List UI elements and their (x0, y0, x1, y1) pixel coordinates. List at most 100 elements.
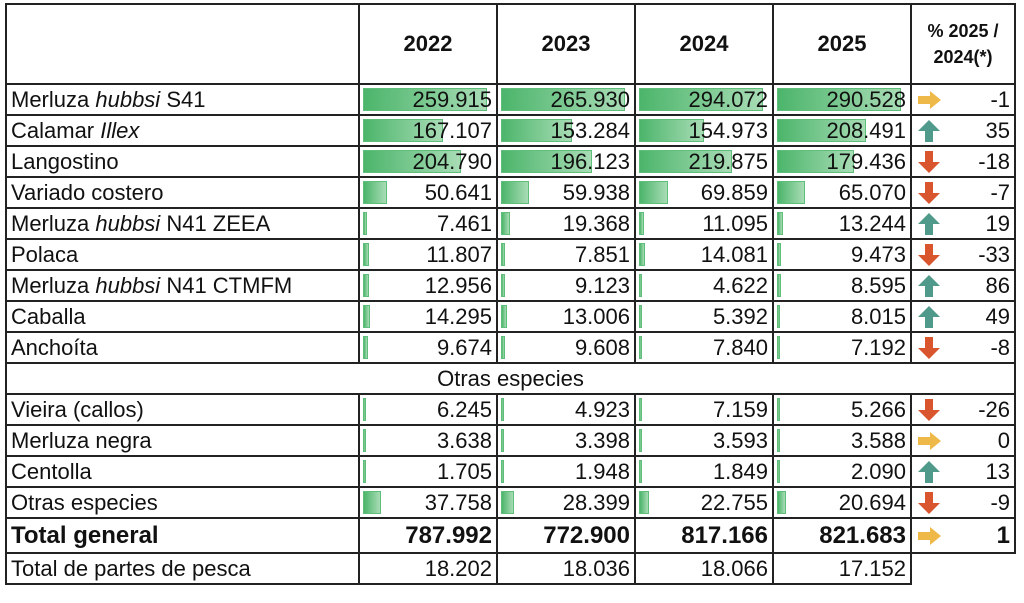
value-cell: 1.849 (634, 455, 774, 488)
data-bar (363, 491, 381, 514)
partes-value: 18.066 (634, 552, 774, 585)
value-cell: 50.641 (358, 176, 498, 209)
pct-wrap: 86 (916, 273, 1010, 299)
total-value: 772.900 (496, 517, 636, 554)
value-cell: 12.956 (358, 269, 498, 302)
data-bar (363, 398, 366, 421)
value-cell: 37.758 (358, 486, 498, 519)
value-cell: 9.123 (496, 269, 636, 302)
trend-icon (918, 150, 940, 173)
value-cell: 4.622 (634, 269, 774, 302)
data-bar (777, 460, 780, 483)
cell-value: 7.851 (574, 241, 630, 267)
value-cell: 14.081 (634, 238, 774, 271)
pct-header-line: 2024(*) (933, 47, 993, 67)
cell-value: 65.070 (838, 179, 906, 205)
data-bar (639, 491, 649, 514)
data-bar (777, 88, 901, 111)
value-cell: 259.915 (358, 83, 498, 116)
species-row: Polaca 11.807 7.851 14.081 9.473 -33 (5, 238, 1016, 271)
value-cell: 28.399 (496, 486, 636, 519)
pct-value: -18 (978, 148, 1010, 174)
value-cell: 9.473 (772, 238, 912, 271)
data-bar (501, 429, 504, 452)
value-cell: 6.245 (358, 393, 498, 426)
row-label: Merluza negra (5, 424, 360, 457)
label-part: Anchoíta (11, 334, 98, 360)
row-label: Centolla (5, 455, 360, 488)
cell-value: 153.284 (550, 117, 630, 143)
value-cell: 7.461 (358, 207, 498, 240)
data-bar (363, 243, 369, 266)
value-cell: 219.875 (634, 145, 774, 178)
cell-value: 208.491 (826, 117, 906, 143)
cell-value: 7.461 (436, 210, 492, 236)
value-cell: 5.392 (634, 300, 774, 333)
species-row: Calamar Illex 167.107 153.284 154.973 208.49… (5, 114, 1016, 147)
cell-value: 5.392 (712, 303, 768, 329)
label-part: Polaca (11, 241, 79, 267)
partes-value: 18.036 (496, 552, 636, 585)
species-row: Vieira (callos) 6.245 4.923 7.159 5.266 -26 (5, 393, 1016, 426)
data-bar (639, 88, 763, 111)
blank-cell (911, 553, 1015, 584)
trend-icon (918, 243, 940, 266)
cell-value: 22.755 (700, 489, 768, 515)
cell-value: 8.015 (850, 303, 906, 329)
species-row: Merluza hubbsi S41 259.915 265.930 294.072 2… (5, 83, 1016, 116)
data-bar (777, 491, 786, 514)
pct-wrap: 0 (916, 428, 1010, 454)
species-row: Centolla 1.705 1.948 1.849 2.090 13 (5, 455, 1016, 488)
data-bar (501, 181, 529, 204)
total-value: 787.992 (358, 517, 498, 554)
label-part: Variado costero (11, 179, 164, 205)
value-cell: 65.070 (772, 176, 912, 209)
data-bar (777, 119, 866, 142)
cell-value: 179.436 (826, 148, 906, 174)
cell-value: 19.368 (562, 210, 630, 236)
data-bar (501, 274, 506, 297)
partes-value: 18.202 (358, 552, 498, 585)
cell-value: 9.473 (850, 241, 906, 267)
cell-value: 196.123 (550, 148, 630, 174)
cell-value: 14.295 (424, 303, 492, 329)
pct-value: -26 (978, 396, 1010, 422)
trend-icon (918, 491, 940, 514)
value-cell: 7.159 (634, 393, 774, 426)
pct-cell: 35 (910, 114, 1016, 147)
value-cell: 3.638 (358, 424, 498, 457)
row-label: Variado costero (5, 176, 360, 209)
data-bar (363, 274, 370, 297)
trend-icon (918, 526, 941, 545)
partes-label: Total de partes de pesca (5, 552, 360, 585)
pct-wrap: 13 (916, 459, 1010, 485)
label-part: Otras especies (11, 489, 158, 515)
cell-value: 9.608 (574, 334, 630, 360)
table-wrap: 2022 2023 2024 2025 % 2025 / 2024(*) Merluza … (5, 3, 1016, 585)
pct-cell: 1 (910, 517, 1016, 554)
row-label: Anchoíta (5, 331, 360, 364)
species-row: Otras especies 37.758 28.399 22.755 20.694 -9 (5, 486, 1016, 519)
cell-value: 12.956 (424, 272, 492, 298)
trend-icon (918, 398, 940, 421)
trend-icon (918, 90, 941, 109)
data-bar (363, 212, 367, 235)
row-label: Vieira (callos) (5, 393, 360, 426)
pct-value: -7 (990, 179, 1010, 205)
pct-value: 19 (985, 210, 1010, 236)
pct-wrap: -33 (916, 242, 1010, 268)
data-bar (777, 181, 805, 204)
value-cell: 167.107 (358, 114, 498, 147)
data-bar (363, 305, 370, 328)
value-cell: 8.595 (772, 269, 912, 302)
cell-value: 7.840 (712, 334, 768, 360)
data-bar (363, 181, 388, 204)
cell-value: 9.674 (436, 334, 492, 360)
pct-wrap: 35 (916, 118, 1010, 144)
cell-value: 204.790 (412, 148, 492, 174)
trend-icon (918, 119, 940, 142)
value-cell: 1.705 (358, 455, 498, 488)
row-label: Merluza hubbsi N41 CTMFM (5, 269, 360, 302)
value-cell: 20.694 (772, 486, 912, 519)
